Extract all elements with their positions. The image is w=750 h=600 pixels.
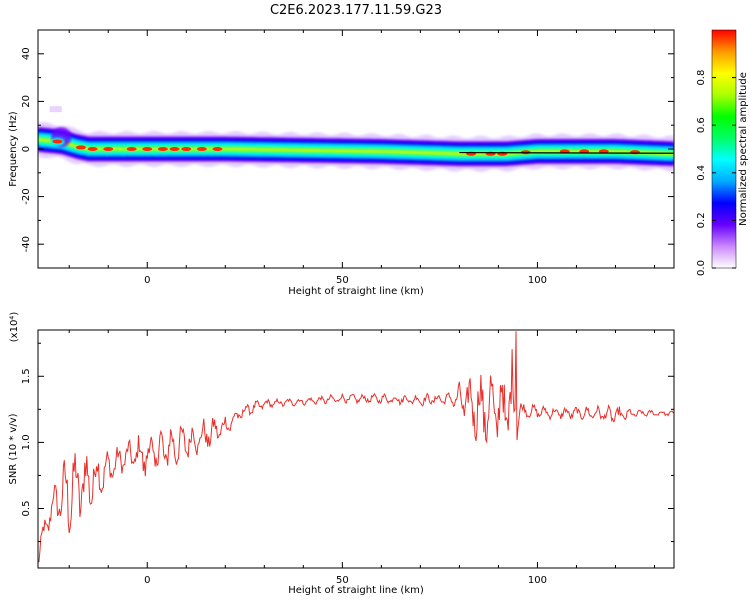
snr-y-tick-label: 0.5 [21, 501, 32, 517]
spectrogram-hot-spot [103, 147, 114, 151]
snr-series-line [38, 331, 674, 563]
spectrogram-x-tick-label: 100 [528, 275, 547, 286]
snr-x-tick-label: 100 [528, 575, 547, 586]
spectrogram-center-trace [459, 151, 674, 154]
snr-x-tick-label: 0 [144, 575, 150, 586]
colorbar-tick-label: 0.6 [696, 117, 707, 133]
snr-frame [37, 329, 675, 569]
snr-panel: 0 50 100 0.5 1.0 1.5 Height of straight line … [8, 312, 675, 596]
spectrogram-y-tick-label: 20 [21, 95, 32, 108]
spectrogram-y-tick-label: 0 [21, 146, 32, 152]
spectrogram-hot-spot [126, 147, 137, 151]
snr-x-tick-label: 50 [336, 575, 349, 586]
snr-y-tick-label: 1.5 [21, 368, 32, 384]
colorbar-frame [711, 29, 737, 269]
colorbar-tick-label: 0.2 [696, 212, 707, 228]
spectrogram-band [38, 106, 674, 172]
spectrogram-hot-spot [87, 147, 98, 151]
snr-x-label: Height of straight line (km) [288, 585, 424, 596]
snr-plot-area [38, 330, 674, 568]
snr-y-multiplier: (x10⁴) [9, 312, 20, 343]
spectrogram-x-tick-label: 50 [336, 275, 349, 286]
spectrogram-hot-spot [169, 147, 180, 151]
chart-title: C2E6.2023.177.11.59.G23 [270, 3, 442, 18]
spectrogram-hot-spot [181, 147, 192, 151]
snr-y-label: SNR (10 * v/v) [8, 413, 19, 484]
spectrogram-hot-spot [142, 147, 153, 151]
spectrogram-hot-spot [75, 145, 86, 150]
spectrogram-panel: 0 50 100 -40 -20 0 20 40 Height of straight lin… [8, 29, 675, 297]
spectrogram-y-label: Frequency (Hz) [8, 111, 19, 187]
colorbar-label: Normalized spectral amplitude [738, 72, 749, 226]
spectrogram-x-tick-label: 0 [144, 275, 150, 286]
spectrogram-hot-spot [52, 139, 63, 144]
spectrogram-y-tick-label: -40 [21, 236, 32, 252]
spectrogram-hot-spot [598, 149, 609, 154]
spectrogram-contour-level [38, 136, 674, 157]
colorbar-tick-label: 0.0 [696, 260, 707, 276]
spectrogram-contour-level [38, 138, 674, 156]
spectrogram-y-tick-label: -20 [21, 188, 32, 204]
snr-y-tick-label: 1.0 [21, 434, 32, 450]
spectrogram-x-label: Height of straight line (km) [288, 286, 424, 297]
spectrogram-hot-spot [196, 147, 207, 151]
spectrogram-faint-patch [49, 106, 62, 113]
colorbar: 0.0 0.2 0.4 0.6 0.8 Normalized spectral ampl… [696, 29, 749, 276]
snr-axes: 0 50 100 0.5 1.0 1.5 [21, 329, 675, 586]
colorbar-ticks: 0.0 0.2 0.4 0.6 0.8 [696, 29, 737, 276]
colorbar-gradient [712, 30, 736, 268]
colorbar-tick-label: 0.4 [696, 165, 707, 181]
spectrogram-axes: 0 50 100 -40 -20 0 20 40 [21, 29, 675, 286]
colorbar-tick-label: 0.8 [696, 70, 707, 86]
spectrogram-y-tick-label: 40 [21, 47, 32, 60]
spectrogram-hot-spot [157, 147, 168, 151]
spectrogram-hot-spot [212, 147, 223, 151]
